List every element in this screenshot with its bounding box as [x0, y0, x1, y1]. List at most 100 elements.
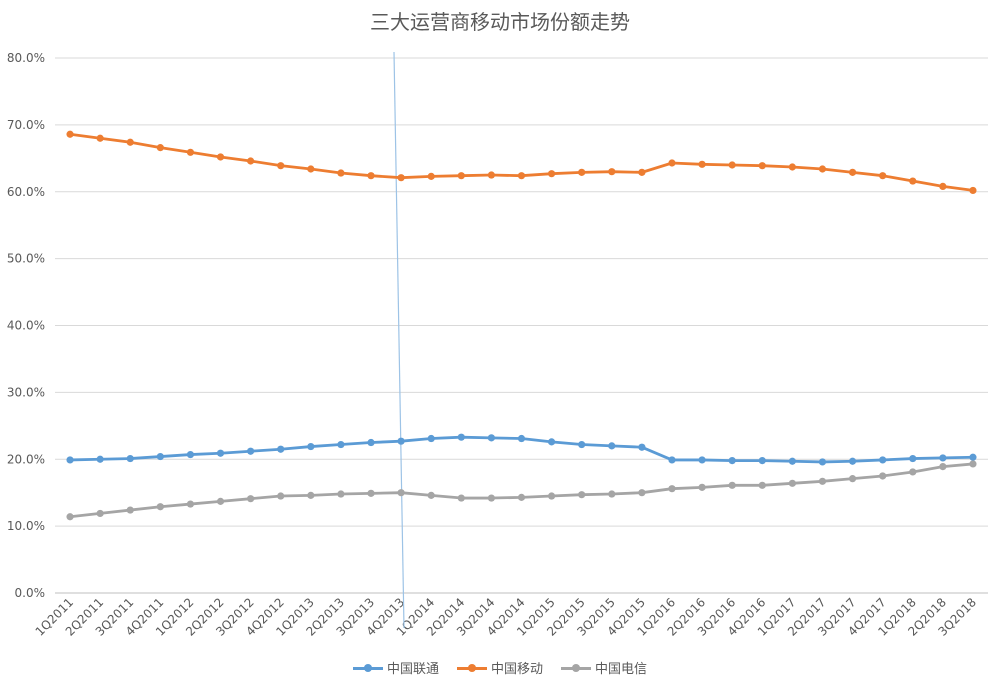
series-line	[69, 462, 974, 519]
data-point	[909, 454, 917, 463]
data-point	[277, 162, 285, 170]
data-point	[96, 509, 104, 518]
data-point	[909, 177, 917, 185]
y-tick-label: 0.0%	[15, 586, 46, 600]
cursor-line-layer	[393, 51, 405, 629]
data-point	[969, 460, 977, 468]
data-point	[939, 463, 947, 471]
data-point	[126, 506, 134, 514]
data-point	[638, 443, 646, 451]
y-tick-label: 70.0%	[7, 118, 45, 132]
data-point	[307, 442, 315, 451]
series-line	[69, 132, 974, 192]
legend-item: 中国电信	[561, 658, 647, 677]
cursor-line	[393, 51, 405, 629]
y-axis-tick-labels: 0.0% 10.0% 20.0% 30.0% 40.0% 50.0% 60.0% 70.0% 8…	[7, 51, 45, 600]
data-point	[427, 434, 435, 443]
y-tick-label: 30.0%	[7, 385, 45, 399]
data-point	[578, 440, 586, 449]
data-point	[457, 172, 465, 180]
data-point	[818, 477, 827, 485]
data-point	[156, 452, 164, 461]
data-point	[909, 468, 917, 476]
legend-swatch	[456, 663, 487, 673]
legend-item: 中国移动	[456, 658, 543, 677]
data-point	[337, 440, 345, 449]
data-point	[728, 161, 736, 169]
y-tick-label: 20.0%	[7, 452, 45, 466]
data-point	[939, 454, 947, 462]
data-point	[698, 160, 706, 168]
data-point	[96, 134, 104, 142]
data-point	[818, 458, 827, 466]
data-point	[247, 157, 255, 165]
y-tick-label: 50.0%	[7, 252, 45, 266]
gridlines	[55, 57, 988, 594]
series-layer	[66, 130, 977, 521]
data-point	[578, 168, 586, 176]
data-point	[848, 475, 857, 483]
data-point	[367, 489, 375, 497]
data-point	[277, 492, 285, 500]
data-point	[668, 456, 676, 464]
data-point	[668, 159, 676, 167]
data-point	[728, 481, 736, 489]
data-point	[156, 144, 164, 152]
data-point	[758, 162, 766, 170]
data-point	[818, 165, 827, 173]
data-point	[788, 479, 796, 487]
data-point	[367, 438, 375, 447]
data-point	[427, 172, 435, 180]
data-point	[487, 171, 496, 179]
data-point	[578, 491, 586, 499]
data-point	[96, 455, 104, 463]
data-point	[186, 450, 195, 459]
data-point	[879, 456, 887, 464]
series-2	[66, 460, 977, 521]
data-point	[728, 456, 736, 465]
data-point	[788, 457, 796, 465]
data-point	[969, 453, 977, 461]
legend-label: 中国联通	[386, 662, 439, 677]
data-point	[66, 130, 74, 138]
legend: 中国联通 中国移动 中国电信	[0, 658, 1000, 677]
data-point	[367, 172, 375, 180]
data-point	[457, 433, 465, 441]
y-tick-label: 10.0%	[7, 519, 45, 533]
data-point	[277, 445, 285, 453]
data-point	[487, 434, 496, 442]
data-point	[758, 481, 766, 489]
data-point	[186, 500, 195, 508]
data-point	[126, 454, 134, 463]
data-point	[397, 489, 405, 497]
y-tick-label: 80.0%	[7, 51, 45, 65]
data-point	[608, 442, 616, 450]
data-point	[638, 489, 646, 497]
data-point	[638, 168, 646, 176]
x-axis-tick-labels: 1Q20112Q20113Q20114Q20111Q20122Q20123Q20…	[33, 595, 979, 639]
chart-title: 三大运营商移动市场份额走势	[370, 10, 630, 34]
data-point	[668, 485, 676, 493]
data-point	[427, 491, 435, 499]
data-point	[969, 186, 977, 195]
data-point	[879, 472, 887, 480]
data-point	[337, 490, 345, 498]
data-point	[517, 493, 526, 501]
legend-label: 中国移动	[490, 662, 543, 677]
legend-swatch	[352, 663, 383, 673]
data-point	[307, 165, 315, 173]
data-point	[156, 503, 164, 511]
data-point	[517, 172, 526, 180]
data-point	[247, 447, 255, 455]
data-point	[608, 168, 616, 176]
data-point	[186, 148, 195, 156]
legend-label: 中国电信	[595, 662, 648, 677]
data-point	[457, 494, 465, 502]
data-point	[547, 170, 556, 178]
data-point	[517, 434, 526, 443]
data-point	[848, 168, 857, 176]
data-point	[337, 169, 345, 177]
data-point	[397, 437, 405, 445]
data-point	[216, 153, 225, 161]
